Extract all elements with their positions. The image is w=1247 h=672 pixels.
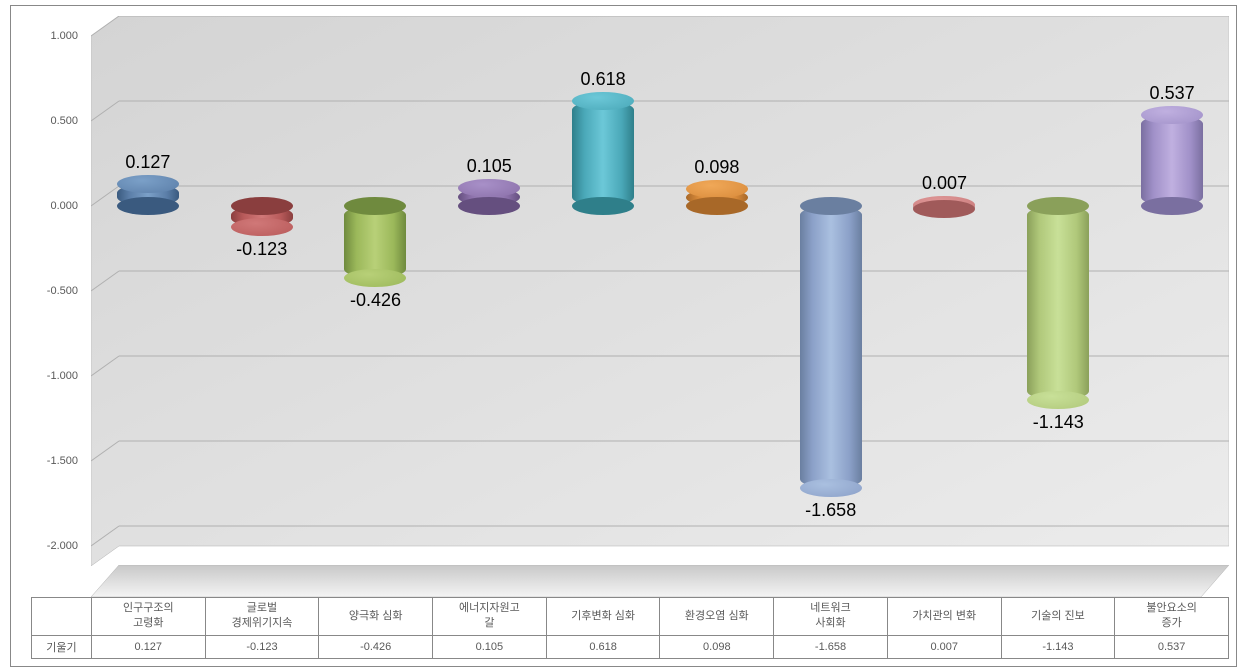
category-header: 네트워크사회화 — [774, 598, 888, 636]
bar-top-cap — [231, 197, 293, 215]
bar-bottom-cap — [572, 197, 634, 215]
value-cell: -1.658 — [774, 635, 888, 658]
bar-bottom-cap — [117, 197, 179, 215]
y-tick-label: 0.000 — [28, 200, 78, 212]
y-axis: 1.000 0.500 0.000 -0.500 -1.000 -1.500 -2.000 — [31, 16, 86, 566]
bar-value-label: 0.105 — [467, 156, 512, 177]
bar-cylinder — [458, 188, 520, 206]
y-tick-label: -2.000 — [28, 540, 78, 552]
value-cell: 0.537 — [1115, 635, 1229, 658]
category-header: 에너지자원고갈 — [433, 598, 547, 636]
bar-front — [1027, 206, 1089, 400]
bar-cylinder — [686, 189, 748, 206]
bar-top-cap — [1141, 106, 1203, 124]
bar-value-label: 0.537 — [1150, 83, 1195, 104]
bar-bottom-cap — [344, 269, 406, 287]
value-cell: 0.127 — [91, 635, 205, 658]
bar-value-label: -0.123 — [236, 239, 287, 260]
bar-group: 0.127 — [91, 16, 205, 566]
value-cell: 0.105 — [433, 635, 547, 658]
value-cell: -1.143 — [1001, 635, 1115, 658]
bar-cylinder — [344, 206, 406, 278]
bar-value-label: -0.426 — [350, 290, 401, 311]
bar-value-label: -1.658 — [805, 500, 856, 521]
bar-value-label: 0.098 — [694, 157, 739, 178]
bar-group: 0.098 — [660, 16, 774, 566]
bar-group: 0.105 — [432, 16, 546, 566]
bars-layer: 0.127 -0.123 -0.426 0.105 0.618 0.098 -1.658 0.… — [91, 16, 1229, 566]
bar-front — [572, 101, 634, 206]
value-cell: -0.123 — [205, 635, 319, 658]
y-tick-label: 0.500 — [28, 115, 78, 127]
bar-bottom-cap — [231, 218, 293, 236]
row-header: 기울기 — [32, 635, 92, 658]
category-header: 환경오염 심화 — [660, 598, 774, 636]
bar-value-label: 0.618 — [581, 69, 626, 90]
y-tick-label: -1.000 — [28, 370, 78, 382]
y-tick-label: -0.500 — [28, 285, 78, 297]
category-header: 기술의 진보 — [1001, 598, 1115, 636]
bar-top-cap — [344, 197, 406, 215]
value-row: 기울기 0.127-0.123-0.4260.1050.6180.098-1.6… — [32, 635, 1229, 658]
bar-top-cap — [458, 179, 520, 197]
bar-front — [800, 206, 862, 488]
value-cell: 0.618 — [546, 635, 660, 658]
value-cell: 0.098 — [660, 635, 774, 658]
bar-value-label: 0.007 — [922, 173, 967, 194]
bar-bottom-cap — [686, 197, 748, 215]
category-header: 글로벌경제위기지속 — [205, 598, 319, 636]
bar-top-cap — [1027, 197, 1089, 215]
table-corner — [32, 598, 92, 636]
bar-top-cap — [686, 180, 748, 198]
bar-group: -1.658 — [774, 16, 888, 566]
y-tick-label: -1.500 — [28, 455, 78, 467]
bar-group: 0.007 — [888, 16, 1002, 566]
value-cell: -0.426 — [319, 635, 433, 658]
bar-cylinder — [800, 206, 862, 488]
bar-bottom-cap — [1141, 197, 1203, 215]
value-cell: 0.007 — [887, 635, 1001, 658]
category-header: 양극화 심화 — [319, 598, 433, 636]
bar-cylinder — [117, 184, 179, 206]
bar-group: -0.426 — [319, 16, 433, 566]
bar-group: 0.618 — [546, 16, 660, 566]
bar-value-label: -1.143 — [1033, 412, 1084, 433]
category-header-row: 인구구조의고령화글로벌경제위기지속양극화 심화에너지자원고갈기후변화 심화환경오… — [32, 598, 1229, 636]
plot-floor — [91, 565, 1229, 597]
bar-group: 0.537 — [1115, 16, 1229, 566]
bar-value-label: 0.127 — [125, 152, 170, 173]
bar-top-cap — [800, 197, 862, 215]
bar-top-cap — [572, 92, 634, 110]
bar-group: -1.143 — [1001, 16, 1115, 566]
chart-container: 1.0000.5000.000-0.500-1.000-1.500-2.000 … — [10, 5, 1237, 667]
bar-top-cap — [117, 175, 179, 193]
bar-bottom-cap — [800, 479, 862, 497]
bar-cylinder — [1141, 115, 1203, 206]
bar-front — [1141, 115, 1203, 206]
bar-bottom-cap — [913, 200, 975, 218]
bar-bottom-cap — [1027, 391, 1089, 409]
bar-cylinder — [231, 206, 293, 227]
bar-front — [344, 206, 406, 278]
bar-cylinder — [913, 205, 975, 209]
category-header: 불안요소의증가 — [1115, 598, 1229, 636]
bar-cylinder — [1027, 206, 1089, 400]
category-header: 인구구조의고령화 — [91, 598, 205, 636]
category-header: 기후변화 심화 — [546, 598, 660, 636]
data-table: 인구구조의고령화글로벌경제위기지속양극화 심화에너지자원고갈기후변화 심화환경오… — [31, 597, 1229, 659]
y-tick-label: 1.000 — [28, 30, 78, 42]
bar-group: -0.123 — [205, 16, 319, 566]
bar-cylinder — [572, 101, 634, 206]
category-header: 가치관의 변화 — [887, 598, 1001, 636]
bar-bottom-cap — [458, 197, 520, 215]
